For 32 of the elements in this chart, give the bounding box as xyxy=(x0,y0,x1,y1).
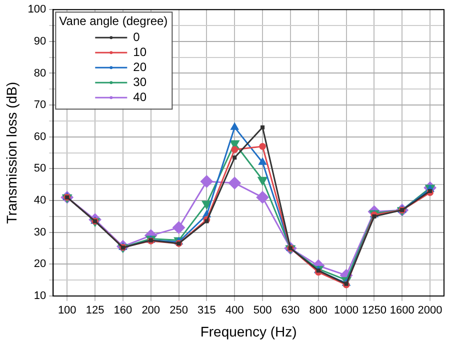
legend-label: 0 xyxy=(133,30,140,44)
y-tick-label: 60 xyxy=(34,130,46,143)
legend-label: 10 xyxy=(133,44,147,59)
x-tick-label: 125 xyxy=(86,304,104,317)
y-tick-label: 90 xyxy=(34,35,46,48)
x-tick-label: 1250 xyxy=(362,304,386,317)
x-tick-label: 500 xyxy=(253,304,272,317)
x-tick-label: 100 xyxy=(58,304,76,317)
x-tick-label: 160 xyxy=(114,304,132,317)
x-tick-label: 315 xyxy=(198,304,216,317)
y-tick-label: 100 xyxy=(28,4,46,16)
y-tick-label: 40 xyxy=(34,194,46,207)
x-tick-label: 1600 xyxy=(390,304,414,317)
x-axis-title: Frequency (Hz) xyxy=(200,323,297,340)
legend-label: 20 xyxy=(133,60,147,74)
x-tick-label: 630 xyxy=(281,304,300,317)
y-tick-label: 30 xyxy=(34,226,46,238)
x-tick-label: 250 xyxy=(170,304,188,317)
y-axis-title: Transmission loss (dB) xyxy=(3,82,20,224)
y-tick-label: 10 xyxy=(34,290,46,302)
x-tick-label: 400 xyxy=(225,304,244,317)
y-tick-label: 50 xyxy=(34,162,46,175)
y-tick-label: 70 xyxy=(34,99,46,112)
legend-label: 40 xyxy=(133,90,147,104)
y-tick-label: 80 xyxy=(34,67,46,80)
legend-label: 30 xyxy=(133,74,147,89)
legend-title: Vane angle (degree) xyxy=(59,14,168,28)
y-tick-label: 20 xyxy=(34,258,46,270)
x-tick-label: 2000 xyxy=(418,304,442,317)
x-tick-label: 1000 xyxy=(334,304,359,317)
x-tick-label: 800 xyxy=(309,304,328,317)
x-tick-label: 200 xyxy=(142,304,160,317)
